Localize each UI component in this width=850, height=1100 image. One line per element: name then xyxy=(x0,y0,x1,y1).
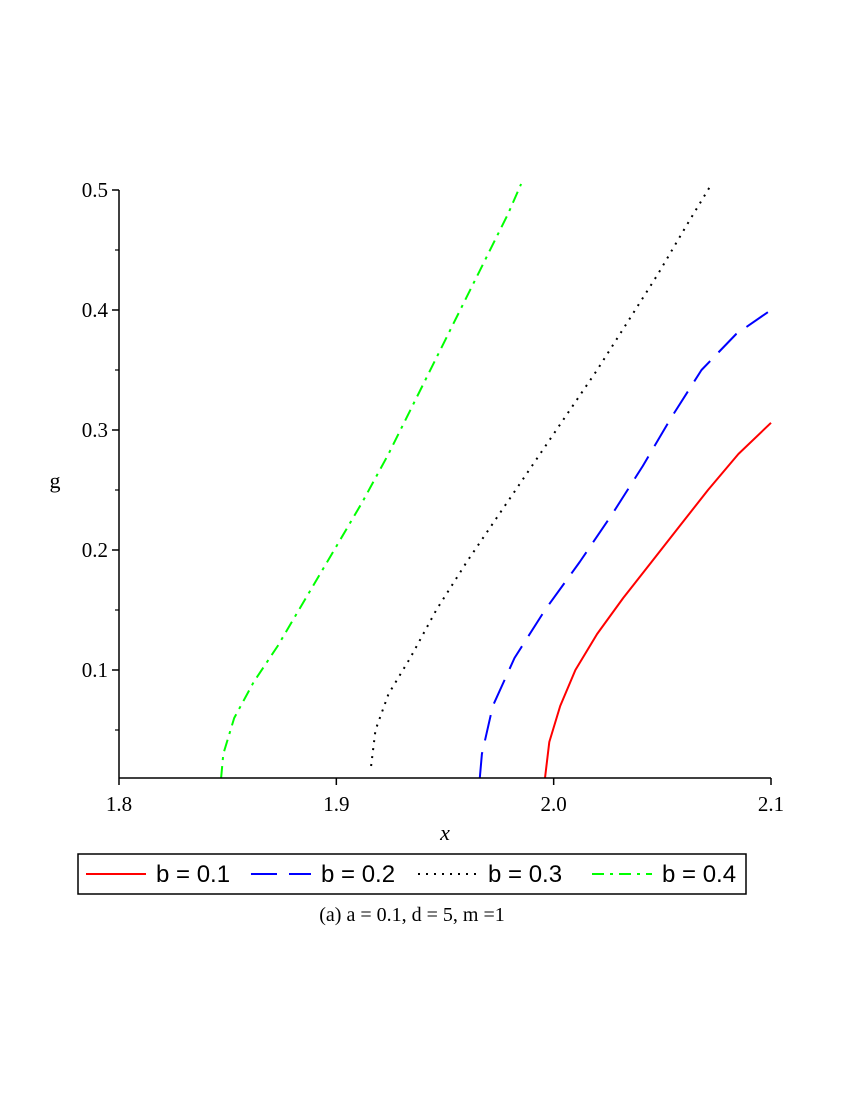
figure-caption: (a) a = 0.1, d = 5, m =1 xyxy=(319,904,504,926)
y-tick-label: 0.5 xyxy=(82,178,108,202)
legend: b = 0.1 b = 0.2 b = 0.3 b = 0.4 xyxy=(77,853,747,895)
legend-box xyxy=(77,853,747,895)
x-tick-label: 2.0 xyxy=(541,792,567,816)
series-line-4 xyxy=(220,183,523,779)
y-tick-label: 0.2 xyxy=(82,538,108,562)
series-line-3 xyxy=(370,185,711,767)
legend-label-4: b = 0.4 xyxy=(662,861,736,888)
legend-label-2: b = 0.2 xyxy=(321,861,395,888)
x-tick-label: 1.9 xyxy=(323,792,349,816)
x-tick-label: 1.8 xyxy=(106,792,132,816)
x-axis-label: x xyxy=(439,820,450,845)
series-line-2 xyxy=(478,309,772,779)
legend-label-3: b = 0.3 xyxy=(488,861,562,888)
y-axis-label: g xyxy=(50,468,61,493)
ticks: 1.8 1.9 2.0 2.1 0.1 0.2 0.3 0.4 0.5 xyxy=(82,178,784,816)
x-tick-label: 2.1 xyxy=(758,792,784,816)
series-layer xyxy=(220,183,772,779)
y-tick-label: 0.1 xyxy=(82,658,108,682)
series-line-1 xyxy=(544,422,772,779)
axes xyxy=(118,190,771,779)
y-tick-label: 0.3 xyxy=(82,418,108,442)
legend-label-1: b = 0.1 xyxy=(156,861,230,888)
y-tick-label: 0.4 xyxy=(82,298,109,322)
